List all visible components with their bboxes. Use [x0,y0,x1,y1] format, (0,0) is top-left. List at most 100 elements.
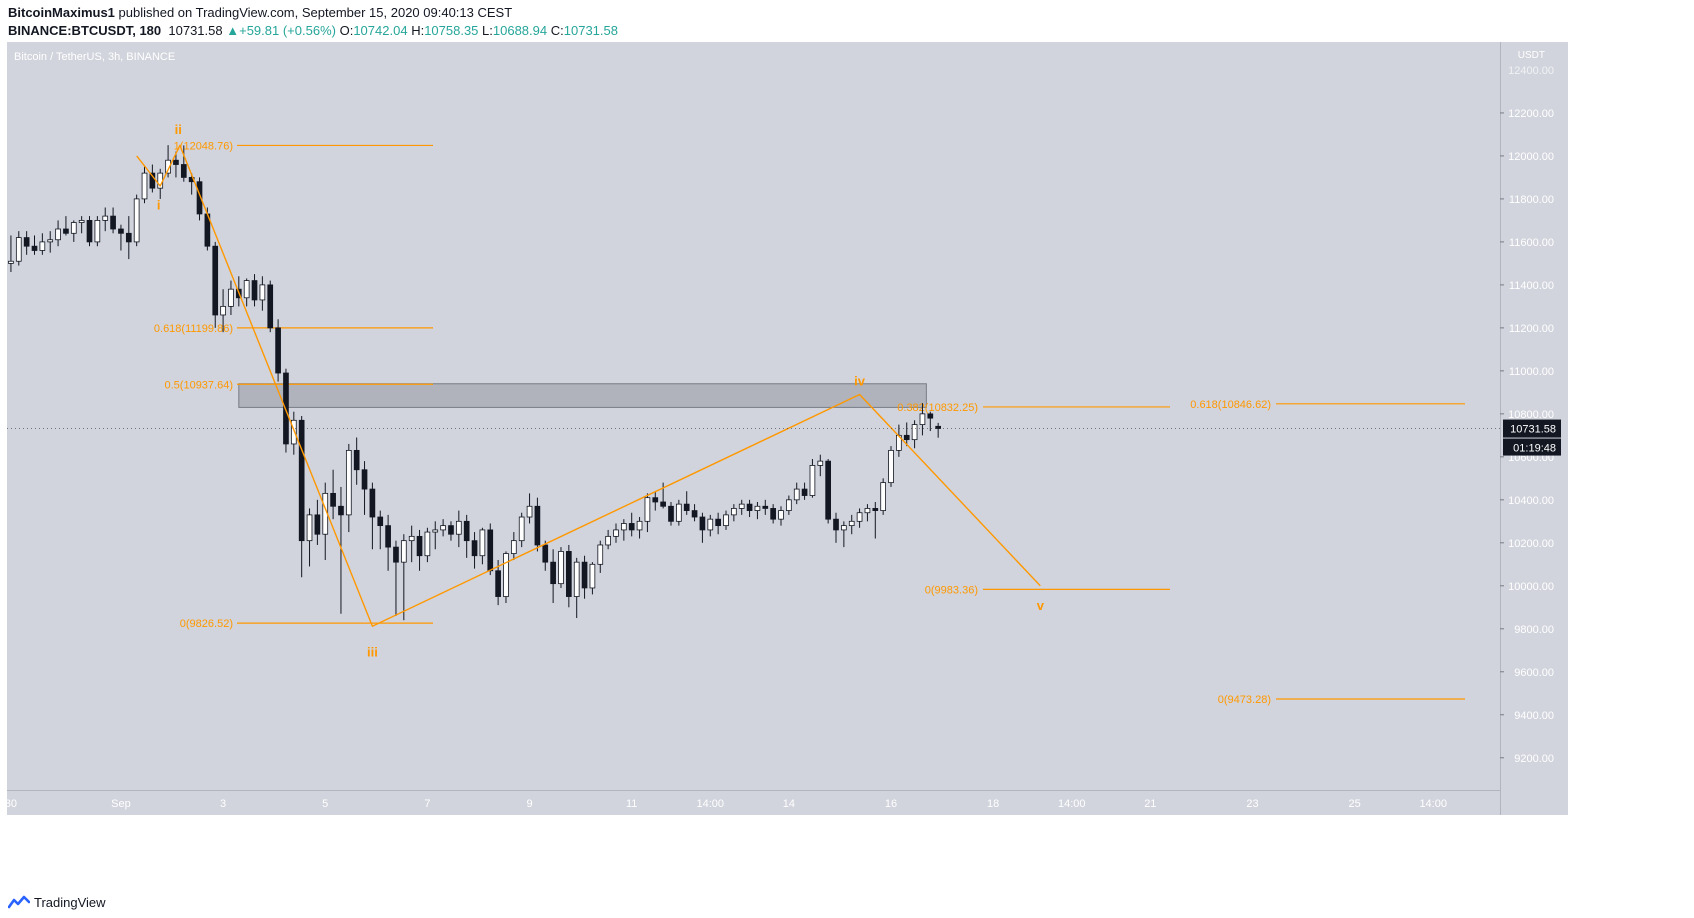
candle [707,514,714,537]
candle [471,532,478,569]
candle [110,207,116,234]
candle-body-down [31,245,38,251]
wave-label: i [157,197,161,212]
candle-body-down [110,215,116,230]
fib-right-level-label: 0.618(10846.62) [1190,399,1271,411]
candle [833,512,839,543]
candle-body-down [448,525,454,535]
candle [63,216,69,236]
y-tick-label: 11400.00 [1509,280,1554,292]
x-tick-label: 11 [626,798,637,810]
candle [39,233,46,255]
candle-body-up [94,220,101,243]
y-tick-label: 12200.00 [1508,108,1554,120]
candle [848,514,855,535]
candle-body-up [259,284,266,301]
candle [919,403,926,436]
x-tick-label: 14:00 [1419,798,1447,810]
candle-body-down [275,327,281,374]
candle-body-up [15,237,22,262]
candle [534,497,541,552]
author-name[interactable]: BitcoinMaximus1 [8,5,115,20]
candle-body-down [298,419,305,542]
candle [220,289,226,333]
candle-body-up [636,520,643,531]
x-tick-label: 21 [1144,798,1156,810]
candle [141,166,148,204]
candle [259,276,266,311]
candle-body-down [353,449,360,471]
candle-body-down [691,510,698,518]
candle [652,491,659,511]
candle [267,280,274,333]
y-tick-label: 11600.00 [1509,237,1554,249]
candle-body-up [510,540,517,554]
candle-body-up [47,239,54,243]
candle [644,493,651,533]
candle [809,458,816,498]
fib-left-level-label: 0.5(10937.64) [165,379,234,391]
candle [377,510,384,550]
candle [47,231,54,253]
candle [165,145,171,178]
high-label: H: [411,23,425,38]
change-value: +59.81 (+0.56%) [239,23,336,38]
close-value: 10731.58 [563,23,618,38]
candle [31,235,38,255]
resistance-zone [238,383,927,408]
countdown-tag [1503,438,1561,456]
tradingview-logo-icon [8,895,30,909]
candle [856,508,863,528]
candle-body-down [746,503,753,511]
candle [345,443,352,533]
candle-body-up [102,215,109,221]
candle [306,508,313,567]
candle [463,514,470,558]
time-axis [7,790,1500,815]
tradingview-brand[interactable]: TradingView [8,893,106,911]
candle-body-down [125,232,132,243]
candle-body-down [801,488,808,496]
candle-body-up [78,220,85,223]
candle [94,216,101,247]
candle-body-down [463,520,470,542]
candle-body-down [338,505,344,516]
candle [510,532,517,561]
candle [251,274,258,307]
candle-body-down [762,505,769,509]
last-price-legend: 10731.58 [168,23,223,38]
candle [70,220,77,242]
high-value: 10758.35 [424,23,479,38]
candle [338,486,344,614]
candle [628,512,635,537]
candle-body-down [23,237,30,247]
candle-body-down [872,508,879,511]
candle [424,527,431,563]
y-tick-label: 12000.00 [1508,151,1554,163]
candle-body-up [786,499,792,511]
candle [731,504,737,522]
x-tick-label: 5 [322,798,328,810]
candle [15,231,22,266]
candle-body-up [856,512,863,522]
elliott-wave-path [136,144,1041,627]
candle-body-up [738,503,745,509]
candle-body-down [542,544,549,563]
candle [330,469,336,520]
published-text: published on TradingView.com, September … [114,5,513,20]
x-tick-label: 14:00 [697,798,725,810]
candle [550,549,556,603]
candle [817,454,824,477]
candle [825,458,831,524]
candle-body-down [652,497,659,503]
x-tick-label: 30 [5,798,17,810]
candle [102,207,109,232]
y-tick-label: 10400.00 [1508,495,1554,507]
candle [738,499,745,515]
candle [581,555,588,599]
candle-body-up [424,531,431,557]
candle-body-up [864,508,871,514]
candle-body-up [911,424,918,441]
y-tick-label: 10800.00 [1508,409,1554,421]
